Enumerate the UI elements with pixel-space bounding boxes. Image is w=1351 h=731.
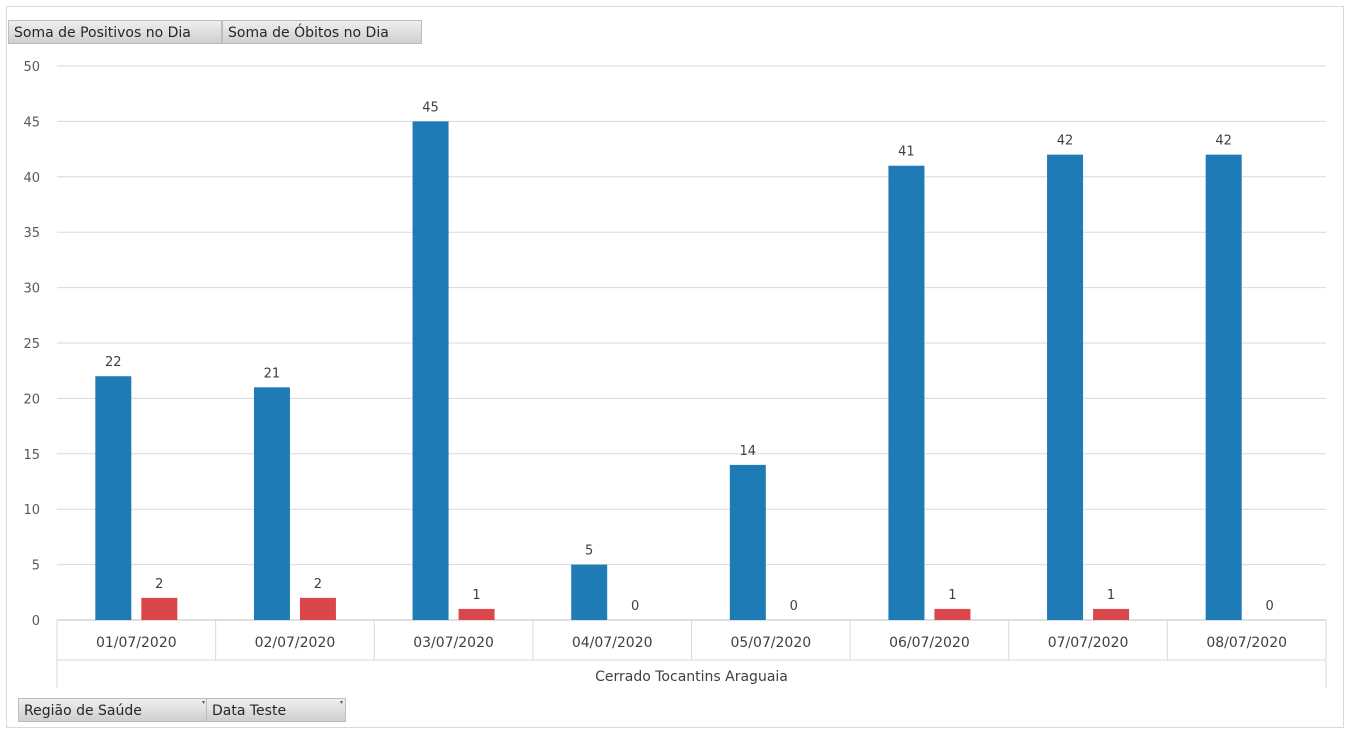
bar-obitos — [141, 597, 178, 620]
bar-positivos — [412, 121, 449, 621]
data-label: 22 — [105, 355, 122, 370]
y-tick-label: 50 — [23, 60, 40, 75]
data-label: 0 — [790, 599, 798, 614]
data-label: 5 — [585, 544, 593, 559]
dropdown-marker-icon: ▾ — [201, 699, 205, 706]
x-tick-label: 01/07/2020 — [96, 635, 177, 651]
y-tick-label: 5 — [32, 559, 40, 574]
data-label: 42 — [1057, 134, 1074, 149]
y-tick-label: 35 — [23, 226, 40, 241]
bar-positivos — [253, 387, 290, 620]
x-tick-label: 05/07/2020 — [730, 635, 811, 651]
y-tick-label: 30 — [23, 282, 40, 297]
x-tick-label: 04/07/2020 — [572, 635, 653, 651]
data-label: 21 — [264, 366, 281, 381]
axis-field-label: Região de Saúde — [24, 703, 142, 719]
bar-positivos — [95, 376, 132, 620]
x-tick-label: 07/07/2020 — [1048, 635, 1129, 651]
category-group-label: Cerrado Tocantins Araguaia — [595, 669, 788, 685]
data-label: 1 — [948, 588, 956, 603]
data-label: 14 — [740, 444, 757, 459]
axis-field-label: Data Teste — [212, 703, 287, 719]
bar-positivos — [729, 464, 766, 620]
data-label: 2 — [155, 577, 163, 592]
bar-positivos — [1205, 154, 1242, 620]
bar-positivos — [888, 165, 925, 620]
x-tick-label: 08/07/2020 — [1206, 635, 1287, 651]
data-label: 0 — [631, 599, 639, 614]
data-label: 1 — [1107, 588, 1115, 603]
bar-obitos — [299, 597, 336, 620]
y-tick-label: 25 — [23, 337, 40, 352]
axis-field-button-regiao[interactable]: Região de Saúde ▾ — [18, 698, 208, 722]
x-tick-label: 02/07/2020 — [255, 635, 336, 651]
bar-obitos — [934, 608, 971, 620]
bar-positivos — [1047, 154, 1084, 620]
y-tick-label: 45 — [23, 115, 40, 130]
data-label: 42 — [1215, 134, 1232, 149]
value-field-button-positivos[interactable]: Soma de Positivos no Dia — [8, 20, 222, 44]
bar-positivos — [571, 564, 608, 620]
bar-obitos — [1093, 608, 1130, 620]
value-field-label: Soma de Positivos no Dia — [14, 25, 191, 41]
data-label: 2 — [314, 577, 322, 592]
y-tick-label: 40 — [23, 171, 40, 186]
bar-obitos — [458, 608, 495, 620]
dropdown-marker-icon: ▾ — [339, 699, 343, 706]
x-tick-label: 03/07/2020 — [413, 635, 494, 651]
data-label: 0 — [1266, 599, 1274, 614]
data-label: 1 — [472, 588, 480, 603]
y-tick-label: 20 — [23, 392, 40, 407]
y-tick-label: 0 — [32, 614, 40, 629]
data-label: 41 — [898, 145, 915, 160]
value-field-label: Soma de Óbitos no Dia — [228, 25, 389, 41]
x-tick-label: 06/07/2020 — [889, 635, 970, 651]
axis-field-button-data[interactable]: Data Teste ▾ — [206, 698, 346, 722]
y-tick-label: 10 — [23, 503, 40, 518]
data-label: 45 — [422, 100, 439, 115]
value-field-button-obitos[interactable]: Soma de Óbitos no Dia — [222, 20, 422, 44]
chart-frame — [6, 6, 1344, 728]
y-tick-label: 15 — [23, 448, 40, 463]
